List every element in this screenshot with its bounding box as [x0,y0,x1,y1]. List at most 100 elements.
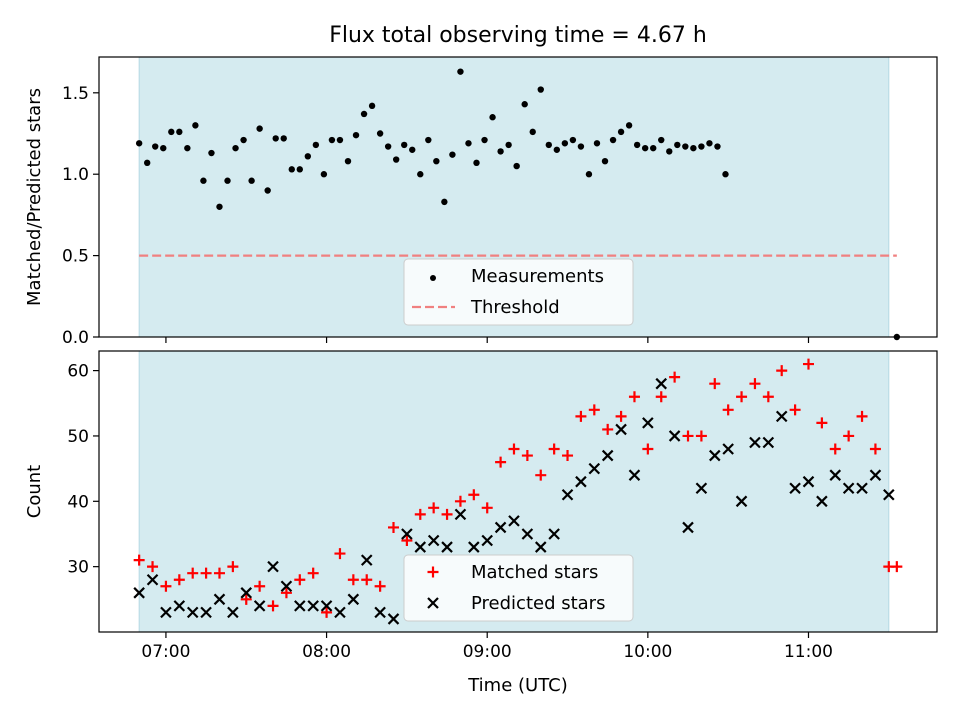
predicted-stars-point [307,600,319,612]
matched-stars-point [588,404,600,416]
predicted-stars-point [749,436,761,449]
matched-stars-point [347,574,359,586]
predicted-stars-point [628,469,641,481]
predicted-stars-point [709,449,721,462]
predicted-stars-point [695,482,708,495]
measurement-point [336,136,344,144]
measurement-point [505,141,512,149]
measurement-point [264,187,271,194]
predicted-stars-point [374,606,386,619]
measurement-point [690,144,697,152]
measurement-point [208,149,215,157]
matched-stars-point [374,580,386,592]
predicted-stars-point [775,410,788,423]
legend-label: Threshold [470,297,560,318]
predicted-stars-point [575,475,587,488]
measurement-point [232,144,239,152]
predicted-stars-point [534,541,547,553]
predicted-stars-point [869,469,882,481]
matched-stars-point [173,574,185,586]
predicted-stars-point [401,528,413,540]
predicted-stars-point [360,554,373,566]
measurement-point [288,166,295,173]
matched-stars-point [388,521,400,533]
measurement-point [633,141,641,149]
measurement-point [722,171,729,178]
plot-frame [98,56,938,338]
y-tick-label: 60 [67,362,89,382]
measurement-point [392,156,400,163]
measurement-point [706,140,713,147]
measurement-point [376,130,384,137]
matched-stars-point [200,567,212,579]
matched-stars-point [736,391,748,403]
measurement-point [168,128,175,136]
measurement-point [192,122,199,129]
measurement-point [417,171,424,178]
matched-stars-point [307,567,319,579]
predicted-stars-point [240,587,253,599]
predicted-stars-point [320,600,333,612]
measurement-point [449,151,456,158]
measurement-point [714,143,721,150]
measurement-point [609,136,617,144]
legend-label: Matched stars [471,562,598,583]
predicted-stars-point [883,488,895,501]
matched-stars-point [495,456,507,468]
y-axis-ticks: 30 40 50 60 [67,362,99,578]
matched-stars-point [133,554,145,566]
legend-label: Predicted stars [471,593,605,614]
matched-stars-point [213,567,225,579]
measurement-point [625,122,633,129]
y-axis-ticks: 0.0 0.5 1.0 1.5 [62,84,99,348]
predicted-stars-point [146,573,159,586]
predicted-stars-point [468,541,480,553]
matched-stars-point [655,391,667,403]
predicted-stars-point [441,541,453,553]
y-tick-label: 1.5 [62,84,89,104]
measurement-point [481,136,488,144]
measurement-point [553,146,561,153]
matched-stars-point [869,443,881,455]
predicted-stars-point [200,606,212,619]
measurement-point [593,140,601,147]
matched-stars-point [160,580,172,592]
legend-measurement-swatch [430,275,436,281]
matched-stars-point [776,365,788,377]
predicted-stars-point [267,560,279,573]
predicted-stars-point [414,541,427,553]
measurement-point [489,114,496,121]
predicted-stars-point [508,515,520,527]
x-axis-label: Time (UTC) [467,675,568,696]
measurement-point [513,162,520,170]
legend-predicted-swatch [427,597,439,609]
series-matched-stars [133,358,903,618]
matched-stars-point [521,450,533,462]
legend-box [403,554,634,622]
x-axis-ticks [165,337,810,343]
predicted-stars-point [816,495,828,508]
predicted-stars-point [668,430,681,442]
matched-stars-point [749,378,761,390]
predicted-stars-point [521,528,534,540]
measurement-point [674,141,681,149]
predicted-stars-point [294,600,306,612]
x-tick-label: 09:00 [463,642,512,662]
measurement-point [457,68,464,75]
matched-stars-point [147,561,159,573]
legend-box [403,258,634,326]
matched-stars-point [428,502,440,514]
measurement-point [537,86,544,93]
matched-stars-point [187,567,199,579]
predicted-stars-point [842,482,855,495]
series-measurements [135,68,901,341]
measurement-point [304,153,312,160]
matched-stars-point [361,574,373,586]
measurement-point [521,101,528,108]
measurement-point [240,136,247,144]
measurement-point [433,157,440,165]
measurement-point [320,171,328,178]
matched-stars-point [628,391,640,403]
predicted-stars-point [722,443,734,455]
